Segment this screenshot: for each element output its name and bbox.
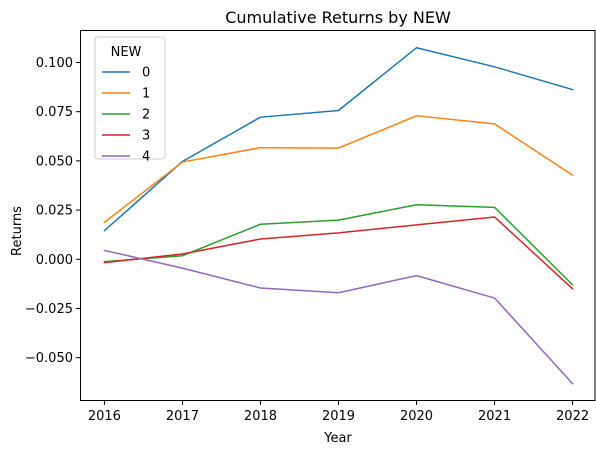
y-tick-label: 0.000 [36,253,73,268]
y-tick-label: −0.050 [25,351,73,366]
y-axis-label: Returns [10,206,25,256]
y-tick-label: 0.050 [36,154,73,169]
series-line-2 [103,204,574,286]
x-tick-label: 2022 [556,409,589,424]
x-tick-label: 2021 [478,409,511,424]
chart-title: Cumulative Returns by NEW [225,8,451,27]
x-axis: 2016 2017 2018 2019 2020 2021 2022 [88,400,589,424]
x-tick-label: 2020 [400,409,433,424]
legend-label-4: 4 [142,150,150,165]
x-tick-label: 2016 [88,409,121,424]
series-line-4 [103,249,574,385]
y-tick-label: 0.025 [36,204,73,219]
legend-label-1: 1 [142,87,150,102]
legend-label-3: 3 [142,129,150,144]
series-line-0 [103,46,574,232]
series-line-3 [103,216,574,290]
y-tick-label: 0.075 [36,105,73,120]
x-tick-label: 2019 [322,409,355,424]
x-tick-label: 2017 [166,409,199,424]
legend-title: NEW [111,45,142,60]
plot-lines [103,46,574,385]
legend-box [94,36,166,160]
series-line-1 [103,115,574,224]
x-axis-label: Year [323,431,352,446]
y-axis: −0.050 −0.025 0.000 0.025 0.050 0.075 0.100 [25,56,81,366]
y-tick-label: −0.025 [25,302,73,317]
x-tick-label: 2018 [244,409,277,424]
y-tick-label: 0.100 [36,56,73,71]
plot-frame [80,30,596,401]
legend-label-0: 0 [142,66,150,81]
legend: NEW 0 1 2 3 4 [94,36,166,165]
legend-label-2: 2 [142,108,150,123]
